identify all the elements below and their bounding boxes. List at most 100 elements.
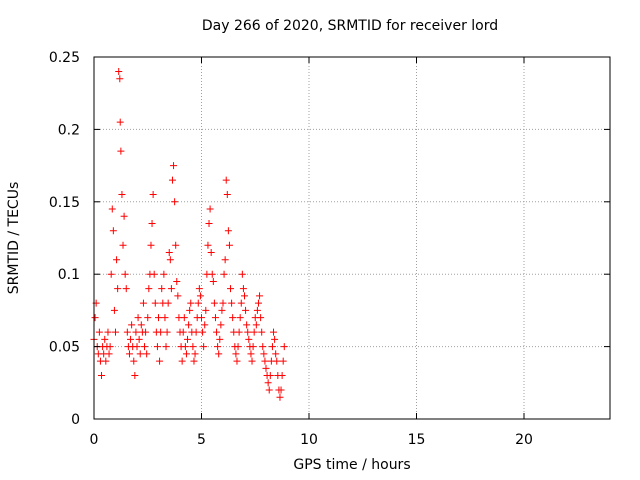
data-point (192, 328, 200, 336)
data-point (195, 285, 203, 293)
data-point (122, 285, 130, 293)
x-tick-label: 20 (515, 432, 533, 448)
data-point (223, 191, 231, 199)
data-point (198, 314, 205, 322)
data-point (209, 277, 217, 285)
data-point (208, 270, 216, 278)
data-point (132, 328, 140, 336)
data-point (135, 335, 143, 343)
data-point (118, 191, 126, 199)
data-point (162, 343, 170, 351)
data-point (153, 343, 161, 351)
data-point (141, 343, 149, 351)
data-point (202, 306, 210, 314)
x-tick-label: 15 (408, 432, 426, 448)
data-point (109, 227, 117, 235)
data-point (190, 357, 198, 365)
data-point (272, 350, 280, 358)
axis-ticks: 0 5 10 15 20 0 0.05 0.1 0.15 0.2 0.25 (49, 50, 610, 448)
data-point (278, 372, 286, 380)
data-point (104, 328, 112, 336)
data-point (220, 270, 228, 278)
data-point (280, 343, 288, 351)
data-point (253, 306, 261, 314)
data-point (205, 220, 213, 228)
data-point (139, 299, 147, 307)
data-point (218, 306, 226, 314)
y-tick-label: 0.2 (58, 122, 80, 138)
data-point (155, 314, 162, 322)
data-point (137, 321, 145, 329)
data-point (172, 241, 180, 249)
x-tick-label: 10 (300, 432, 318, 448)
data-point (271, 335, 279, 343)
data-point (166, 256, 174, 264)
data-point (243, 321, 251, 329)
data-point (165, 248, 173, 256)
data-point (210, 299, 218, 307)
data-point (256, 292, 264, 300)
data-point (259, 343, 267, 351)
data-point (184, 335, 192, 343)
data-point (206, 205, 214, 213)
data-point (136, 350, 144, 358)
y-tick-label: 0.15 (49, 195, 80, 211)
data-point (229, 314, 237, 322)
data-point (242, 306, 250, 314)
data-point (107, 270, 115, 278)
data-point (244, 328, 252, 336)
data-point (237, 299, 245, 307)
data-point (128, 321, 136, 329)
data-point (232, 350, 240, 358)
data-point (238, 270, 246, 278)
data-point (186, 306, 194, 314)
data-point (234, 343, 242, 351)
data-point (119, 241, 127, 249)
data-points (90, 67, 288, 401)
data-point (276, 393, 284, 401)
data-point (106, 343, 114, 351)
data-point (185, 321, 193, 329)
data-point (131, 372, 139, 380)
y-tick-label: 0.25 (49, 50, 80, 66)
data-point (239, 285, 247, 293)
data-point (173, 277, 181, 285)
data-point (211, 314, 219, 322)
data-point (249, 343, 257, 351)
data-point (151, 299, 159, 307)
data-point (125, 350, 133, 358)
data-point (91, 314, 99, 322)
data-point (258, 328, 266, 336)
data-point (95, 328, 103, 336)
data-point (145, 285, 153, 293)
x-tick-label: 0 (90, 432, 99, 448)
data-point (170, 162, 178, 170)
data-point (194, 299, 202, 307)
data-point (114, 285, 122, 293)
data-point (116, 75, 124, 83)
data-point (221, 256, 229, 264)
x-axis-label: GPS time / hours (293, 457, 411, 473)
data-point (182, 350, 190, 358)
data-point (148, 220, 156, 228)
data-point (143, 350, 151, 358)
data-point (127, 335, 135, 343)
data-point (273, 357, 281, 365)
data-point (142, 328, 150, 336)
data-point (120, 212, 128, 220)
data-point (168, 176, 176, 184)
data-point (257, 314, 265, 322)
data-point (277, 386, 285, 394)
data-point (98, 372, 106, 380)
data-point (157, 328, 165, 336)
data-point (191, 350, 199, 358)
data-point (163, 328, 171, 336)
data-point (133, 343, 141, 351)
data-point (171, 198, 179, 206)
data-point (254, 299, 262, 307)
data-point (150, 270, 158, 278)
data-point (270, 328, 278, 336)
data-point (179, 328, 187, 336)
data-point (102, 357, 110, 365)
data-point (233, 357, 241, 365)
